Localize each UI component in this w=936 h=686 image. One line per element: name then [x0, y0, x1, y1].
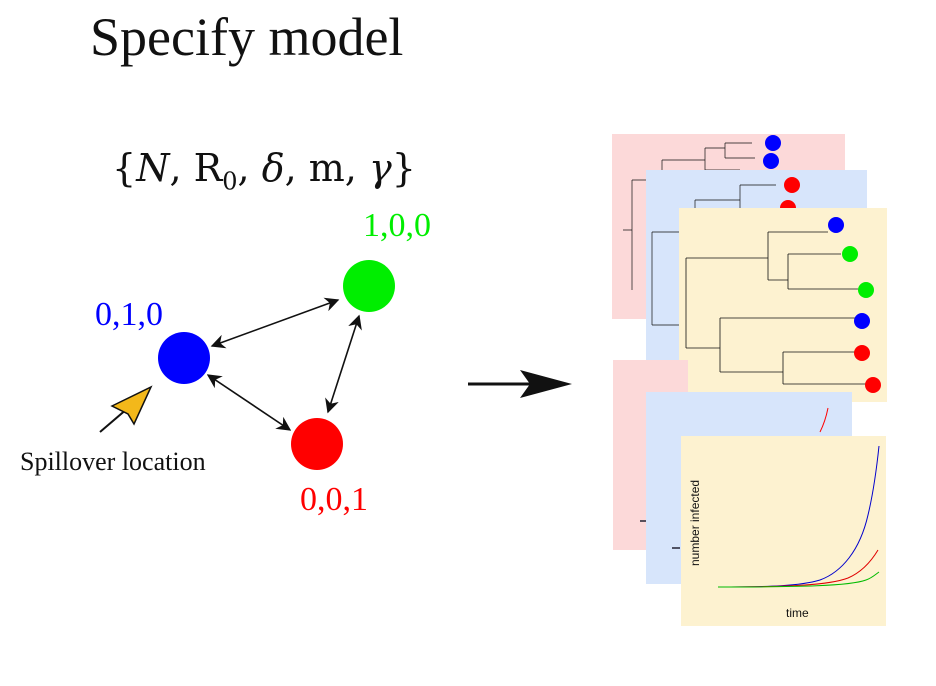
curve-panel-front: number infected time [681, 436, 886, 626]
node-label-green: 1,0,0 [363, 207, 431, 244]
param-r-subscript: 0 [222, 167, 238, 196]
y-axis-label: number infected [688, 480, 702, 566]
edge-blue-red [206, 374, 292, 431]
output-arrow-icon [468, 370, 572, 398]
param-sep-1: , [169, 146, 194, 190]
param-m: m [308, 146, 345, 190]
param-delta: δ [261, 146, 285, 190]
edge-green-red [325, 314, 362, 414]
edge-blue-green [210, 297, 340, 349]
spillover-arrow-icon [99, 385, 153, 433]
param-sep-3: , [284, 146, 309, 190]
node-label-blue: 0,1,0 [95, 296, 163, 333]
page-title: Specify model [90, 7, 404, 67]
param-r: R [193, 146, 223, 190]
node-red [291, 418, 343, 470]
param-gamma: γ [368, 146, 392, 190]
transmission-network [99, 260, 395, 470]
param-n: N [136, 146, 170, 190]
tree-panel-front [679, 208, 887, 402]
x-axis-label: time [786, 606, 809, 620]
param-sep-2: , [237, 146, 262, 190]
param-sep-4: , [344, 146, 369, 190]
brace-close: } [391, 146, 416, 190]
spillover-label: Spillover location [20, 447, 206, 476]
parameter-set: {N, R0, δ, m, γ} [112, 146, 416, 196]
curve-green [717, 571, 880, 588]
param-r0: R0 [193, 146, 238, 196]
brace-open: { [112, 146, 137, 190]
node-blue [158, 332, 210, 384]
node-green [343, 260, 395, 312]
node-label-red: 0,0,1 [300, 481, 368, 518]
